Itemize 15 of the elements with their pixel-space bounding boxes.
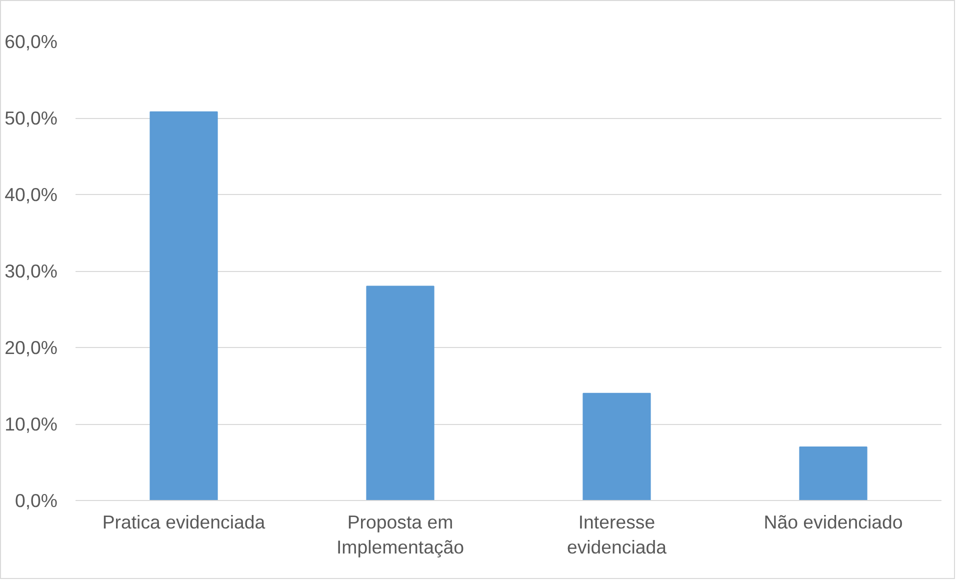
x-tick-label: Pratica evidenciada bbox=[102, 512, 266, 532]
x-tick-label: Proposta em Implementação bbox=[336, 512, 464, 558]
x-tick-label: Não evidenciado bbox=[764, 512, 903, 532]
bar bbox=[799, 446, 868, 500]
y-tick-label: 20,0% bbox=[4, 337, 58, 358]
y-tick-label: 50,0% bbox=[4, 108, 58, 128]
y-tick-label: 60,0% bbox=[4, 31, 58, 52]
y-tick-label: 10,0% bbox=[4, 414, 58, 434]
bar bbox=[582, 392, 651, 500]
bar bbox=[150, 111, 218, 500]
y-tick-label: 0,0% bbox=[14, 490, 58, 511]
bar bbox=[366, 286, 434, 500]
x-tick-label: Interesse evidenciada bbox=[566, 512, 668, 558]
y-tick-label: 40,0% bbox=[4, 184, 58, 205]
y-tick-label: 30,0% bbox=[4, 260, 58, 282]
